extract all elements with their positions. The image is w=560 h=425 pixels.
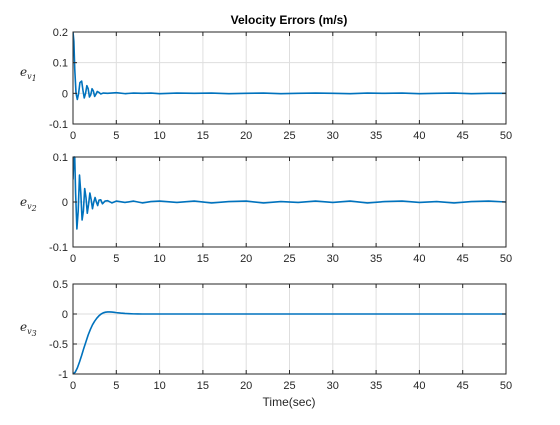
x-axis-label: Time(sec) bbox=[263, 395, 316, 409]
x-tick-label: 20 bbox=[240, 380, 252, 392]
series-line-3 bbox=[73, 311, 506, 375]
y-tick-label: -0.1 bbox=[49, 242, 68, 254]
y-tick-label: 0.1 bbox=[53, 58, 68, 70]
subplot-3: 0 5 10 15 20 25 30 35 40 45 50 -1 -0.5 0 0.5 ev3 bbox=[20, 279, 512, 392]
x-tick-label: 35 bbox=[370, 130, 382, 142]
y-tick-label: 0 bbox=[62, 309, 68, 321]
series-line-2 bbox=[73, 156, 506, 230]
x-tick-label: 10 bbox=[153, 253, 165, 265]
x-tick-label: 50 bbox=[500, 130, 512, 142]
x-tick-label: 10 bbox=[153, 130, 165, 142]
y-tick-label: 0.1 bbox=[53, 152, 68, 164]
y-tick-label: -0.1 bbox=[49, 119, 68, 131]
y-tick-label: 0 bbox=[62, 88, 68, 100]
x-tick-label: 20 bbox=[240, 130, 252, 142]
y-tick-label: -0.5 bbox=[49, 339, 68, 351]
chart-title: Velocity Errors (m/s) bbox=[231, 13, 348, 27]
x-tick-label: 0 bbox=[70, 130, 76, 142]
x-tick-label: 5 bbox=[113, 380, 119, 392]
x-tick-label: 10 bbox=[153, 380, 165, 392]
x-tick-label: 30 bbox=[327, 380, 339, 392]
x-tick-label: 5 bbox=[113, 253, 119, 265]
y-tick-label: 0 bbox=[62, 197, 68, 209]
y-tick-label: -1 bbox=[58, 369, 68, 381]
x-tick-label: 45 bbox=[457, 130, 469, 142]
x-tick-label: 0 bbox=[70, 380, 76, 392]
y-axis-label: ev1 bbox=[20, 65, 37, 83]
x-tick-label: 45 bbox=[457, 253, 469, 265]
y-tick-label: 0.5 bbox=[53, 279, 68, 291]
y-tick-label: 0.2 bbox=[53, 27, 68, 39]
x-tick-label: 35 bbox=[370, 380, 382, 392]
x-tick-label: 40 bbox=[413, 130, 425, 142]
y-axis-label: ev3 bbox=[20, 320, 37, 338]
x-tick-label: 15 bbox=[197, 380, 209, 392]
x-tick-label: 20 bbox=[240, 253, 252, 265]
x-tick-label: 50 bbox=[500, 253, 512, 265]
x-tick-label: 25 bbox=[283, 253, 295, 265]
x-tick-label: 40 bbox=[413, 253, 425, 265]
x-tick-label: 30 bbox=[327, 130, 339, 142]
series-line-1 bbox=[73, 31, 506, 101]
x-tick-label: 15 bbox=[197, 253, 209, 265]
x-tick-label: 50 bbox=[500, 380, 512, 392]
x-tick-label: 45 bbox=[457, 380, 469, 392]
x-tick-label: 0 bbox=[70, 253, 76, 265]
x-tick-label: 35 bbox=[370, 253, 382, 265]
y-axis-label: ev2 bbox=[20, 195, 37, 213]
x-tick-label: 25 bbox=[283, 130, 295, 142]
x-tick-label: 5 bbox=[113, 130, 119, 142]
x-tick-label: 30 bbox=[327, 253, 339, 265]
x-tick-label: 15 bbox=[197, 130, 209, 142]
x-tick-label: 25 bbox=[283, 380, 295, 392]
x-tick-label: 40 bbox=[413, 380, 425, 392]
